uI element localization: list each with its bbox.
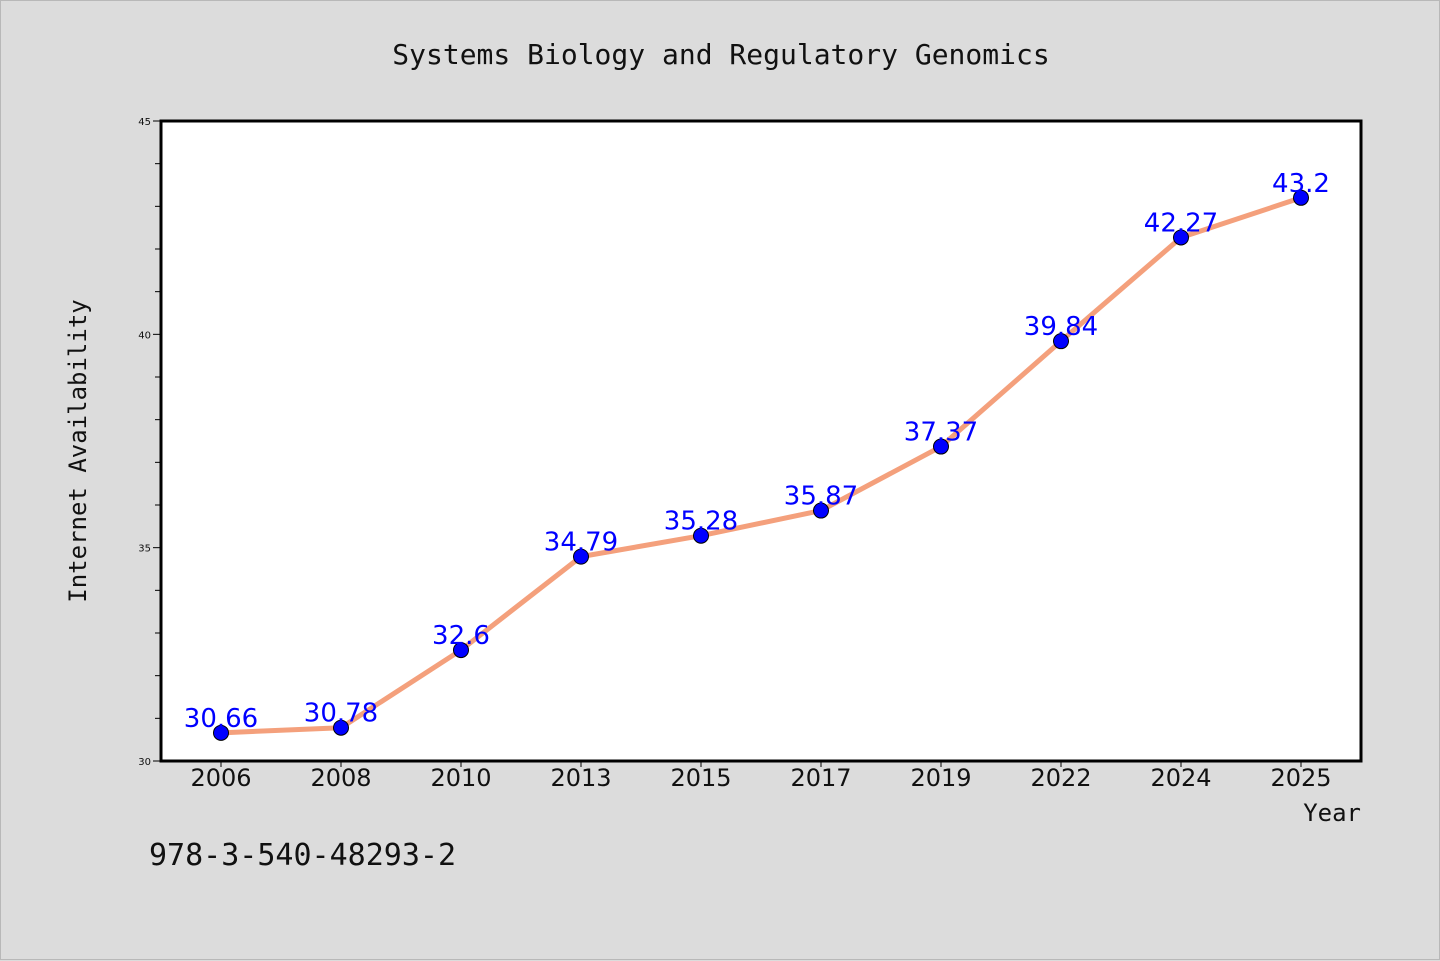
- x-tick-label: 2025: [1270, 764, 1331, 792]
- chart-title: Systems Biology and Regulatory Genomics: [392, 38, 1049, 71]
- y-tick-label: 45: [138, 117, 151, 128]
- plot-frame: [159, 119, 1363, 763]
- series-layer: [213, 189, 1309, 741]
- data-point: [573, 548, 589, 565]
- data-point: [333, 719, 349, 736]
- x-tick-label: 2015: [670, 764, 731, 792]
- data-label: 35.28: [664, 507, 738, 537]
- y-tick-label: 40: [138, 330, 151, 341]
- data-point: [693, 527, 709, 544]
- x-axis: 2006 2008 2010 2013 2015 2017 2019 2022 2024 2025: [190, 761, 1332, 792]
- data-point: [1053, 333, 1069, 350]
- data-point: [213, 724, 229, 741]
- data-label: 30.66: [184, 704, 258, 734]
- data-point: [933, 438, 949, 455]
- data-label: 37.37: [904, 418, 978, 448]
- data-label: 32.6: [432, 621, 490, 651]
- y-axis: 30 35 40 45: [138, 117, 161, 768]
- data-label: 43.2: [1272, 169, 1330, 199]
- plot-area: [161, 121, 1361, 761]
- data-point: [1173, 229, 1189, 246]
- y-tick-label: 35: [138, 544, 151, 555]
- x-tick-label: 2019: [910, 764, 971, 792]
- data-label: 39.84: [1024, 312, 1098, 342]
- x-tick-label: 2024: [1150, 764, 1211, 792]
- x-tick-label: 2008: [310, 764, 371, 792]
- x-tick-label: 2017: [790, 764, 851, 792]
- x-axis-label: Year: [1303, 799, 1361, 827]
- data-point: [453, 642, 469, 659]
- x-tick-label: 2013: [550, 764, 611, 792]
- x-tick-label: 2010: [430, 764, 491, 792]
- data-label: 34.79: [544, 528, 618, 558]
- data-label: 42.27: [1144, 208, 1218, 238]
- footnote-isbn: 978-3-540-48293-2: [149, 838, 456, 873]
- data-label: 30.78: [304, 699, 378, 729]
- data-point: [1293, 189, 1309, 206]
- data-labels: 30.66 30.78 32.6 34.79 35.28 35.87 37.37 39.84 4…: [184, 169, 1330, 734]
- y-axis-label: Internet Availability: [64, 299, 92, 602]
- y-tick-label: 30: [138, 757, 151, 768]
- data-point: [813, 502, 829, 519]
- x-tick-label: 2022: [1030, 764, 1091, 792]
- x-tick-label: 2006: [190, 764, 251, 792]
- data-label: 35.87: [784, 482, 858, 512]
- series-line: [218, 195, 1304, 736]
